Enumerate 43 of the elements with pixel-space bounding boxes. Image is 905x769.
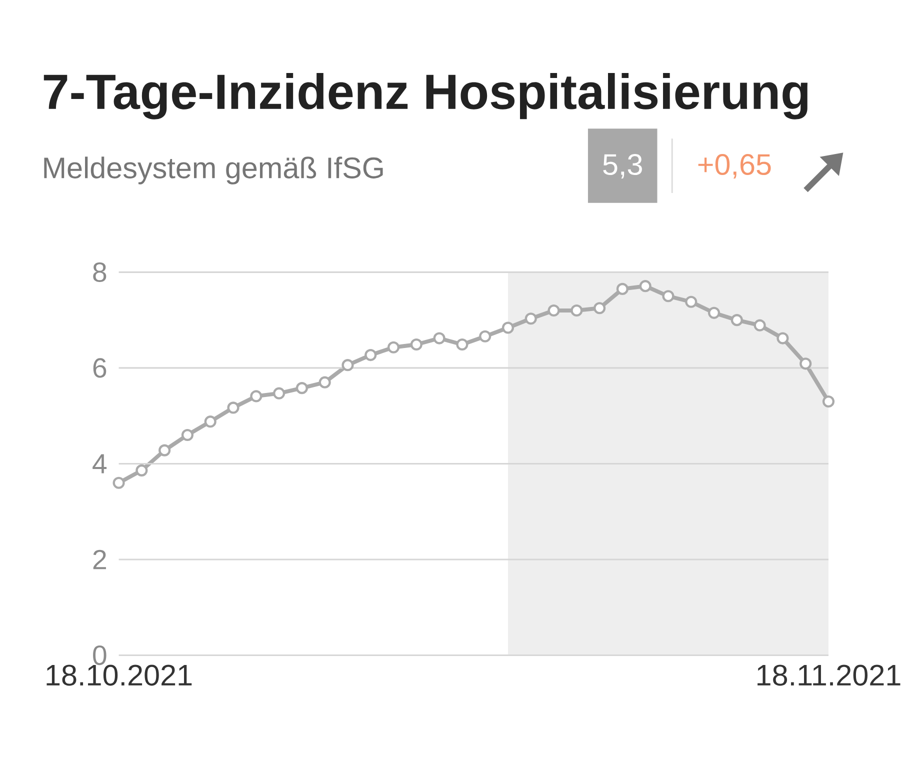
point — [502, 322, 514, 334]
point — [456, 338, 468, 350]
point — [548, 304, 560, 316]
y-tick-label: 8 — [93, 262, 106, 282]
point — [158, 444, 171, 456]
point — [181, 428, 194, 441]
chart-title: 7-Tage-Inzidenz Hospitalisierung — [44, 72, 808, 120]
point — [776, 332, 789, 344]
point — [410, 338, 422, 350]
y-tick-label: 0 — [93, 645, 106, 666]
point — [296, 382, 308, 394]
x-tick-label: 18.10.2021 — [46, 664, 192, 686]
point — [708, 306, 720, 319]
point — [342, 359, 354, 372]
x-tick-label: 18.11.2021 — [758, 664, 900, 686]
point — [639, 280, 652, 292]
chart-subtitle: Meldesystem gemäß IfSG — [44, 156, 383, 184]
point — [227, 402, 240, 414]
point — [112, 476, 125, 489]
point — [524, 312, 537, 325]
point — [136, 464, 148, 476]
point — [364, 348, 377, 362]
point — [754, 319, 766, 332]
point — [387, 341, 400, 354]
point — [822, 395, 835, 408]
point — [570, 304, 583, 316]
point — [479, 330, 492, 342]
point — [662, 290, 674, 302]
point — [273, 387, 286, 400]
point — [250, 390, 262, 402]
point — [616, 282, 628, 295]
y-tick-label: 6 — [93, 358, 106, 378]
point — [204, 416, 216, 428]
point — [685, 296, 698, 308]
point — [433, 332, 446, 344]
text: 5,3 — [603, 154, 642, 179]
point — [594, 302, 606, 314]
point — [318, 376, 331, 388]
y-tick-label: 2 — [93, 550, 106, 570]
point — [730, 314, 743, 326]
y-tick-label: 4 — [92, 454, 107, 474]
point — [800, 358, 812, 370]
text: +0,65 — [698, 154, 771, 179]
